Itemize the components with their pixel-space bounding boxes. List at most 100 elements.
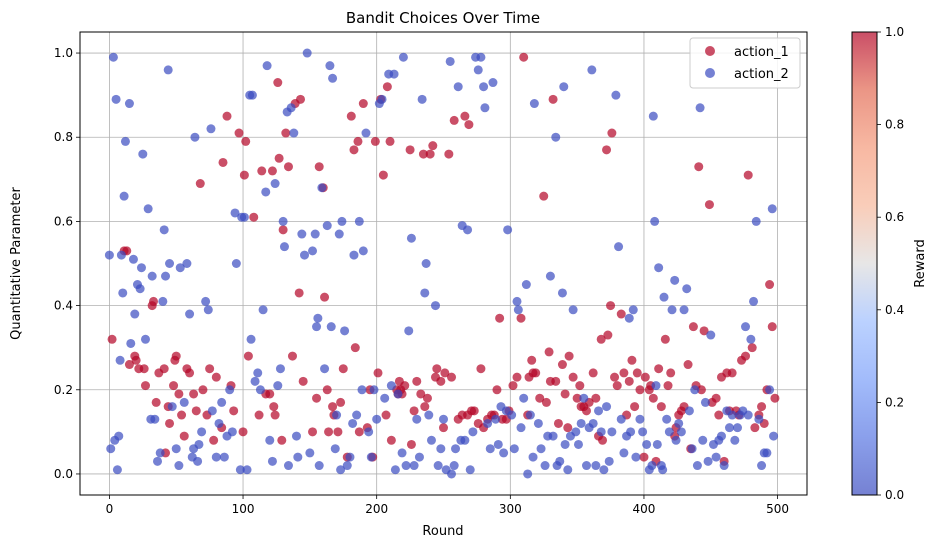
scatter-point-action-1 xyxy=(572,393,582,403)
scatter-point-action-2 xyxy=(412,414,422,424)
scatter-point-action-2 xyxy=(476,52,486,62)
scatter-point-action-2 xyxy=(631,452,641,462)
scatter-point-action-2 xyxy=(286,103,296,113)
scatter-point-action-2 xyxy=(573,439,583,449)
scatter-point-action-1 xyxy=(314,162,324,172)
scatter-point-action-1 xyxy=(588,368,598,378)
scatter-point-action-2 xyxy=(516,423,526,433)
scatter-point-action-2 xyxy=(265,435,275,445)
scatter-point-action-2 xyxy=(289,128,299,138)
scatter-point-action-2 xyxy=(349,250,359,260)
scatter-point-action-1 xyxy=(124,360,134,370)
scatter-point-action-2 xyxy=(426,435,436,445)
scatter-point-action-2 xyxy=(652,439,662,449)
scatter-point-action-1 xyxy=(516,313,526,323)
scatter-point-action-2 xyxy=(727,410,737,420)
scatter-point-action-1 xyxy=(627,355,637,365)
scatter-point-action-1 xyxy=(349,145,359,155)
scatter-point-action-2 xyxy=(111,94,121,104)
scatter-point-action-1 xyxy=(464,120,474,130)
scatter-point-action-2 xyxy=(424,410,434,420)
colorbar-label: Reward xyxy=(913,239,928,287)
scatter-point-action-2 xyxy=(305,448,315,458)
scatter-point-action-1 xyxy=(171,351,181,361)
scatter-point-action-1 xyxy=(648,393,658,403)
scatter-point-action-1 xyxy=(354,427,364,437)
scatter-point-action-1 xyxy=(308,427,318,437)
scatter-point-action-1 xyxy=(298,376,308,386)
scatter-point-action-1 xyxy=(218,157,228,167)
scatter-point-action-2 xyxy=(171,444,181,454)
scatter-point-action-2 xyxy=(279,242,289,252)
scatter-point-action-1 xyxy=(757,402,767,412)
scatter-point-action-1 xyxy=(234,128,244,138)
scatter-point-action-2 xyxy=(300,250,310,260)
scatter-point-action-2 xyxy=(278,216,288,226)
y-tick-label: 1.0 xyxy=(54,46,73,60)
scatter-point-action-2 xyxy=(449,461,459,471)
data-points xyxy=(104,48,780,479)
scatter-point-action-2 xyxy=(533,418,543,428)
scatter-point-action-2 xyxy=(559,82,569,92)
scatter-point-action-1 xyxy=(195,179,205,189)
scatter-point-action-1 xyxy=(770,393,780,403)
y-tick-label: 0.8 xyxy=(54,130,73,144)
scatter-point-action-1 xyxy=(412,376,422,386)
scatter-point-action-1 xyxy=(198,385,208,395)
scatter-point-action-1 xyxy=(409,406,419,416)
scatter-point-action-2 xyxy=(231,259,241,268)
scatter-point-action-1 xyxy=(278,225,288,235)
scatter-point-action-2 xyxy=(230,208,240,218)
scatter-point-action-2 xyxy=(337,216,347,226)
scatter-point-action-1 xyxy=(358,99,368,109)
scatter-point-action-1 xyxy=(560,389,570,399)
scatter-point-action-1 xyxy=(630,402,640,412)
scatter-point-action-2 xyxy=(698,435,708,445)
scatter-point-action-1 xyxy=(209,435,219,445)
scatter-point-action-2 xyxy=(587,65,597,75)
scatter-point-action-2 xyxy=(372,414,382,424)
scatter-point-action-1 xyxy=(139,364,149,374)
scatter-point-action-1 xyxy=(602,145,612,155)
scatter-point-action-2 xyxy=(325,61,335,71)
scatter-point-action-2 xyxy=(654,263,664,273)
scatter-point-action-2 xyxy=(648,111,658,121)
scatter-point-action-1 xyxy=(269,402,279,412)
scatter-point-action-2 xyxy=(659,292,669,302)
scatter-point-action-2 xyxy=(283,461,293,471)
scatter-point-action-2 xyxy=(225,385,235,395)
scatter-point-action-2 xyxy=(159,225,169,235)
scatter-point-action-2 xyxy=(730,435,740,445)
colorbar-tick-label: 0.6 xyxy=(885,210,904,224)
scatter-point-action-2 xyxy=(207,406,217,416)
scatter-point-action-1 xyxy=(140,381,150,391)
scatter-point-action-2 xyxy=(421,259,431,268)
scatter-point-action-2 xyxy=(112,465,122,475)
scatter-point-action-2 xyxy=(247,90,257,100)
scatter-point-action-1 xyxy=(535,393,545,403)
scatter-point-action-1 xyxy=(169,381,179,391)
scatter-point-action-1 xyxy=(107,334,117,344)
scatter-point-action-2 xyxy=(614,242,624,252)
y-tick-label: 0.4 xyxy=(54,299,73,313)
scatter-point-action-1 xyxy=(607,128,617,138)
scatter-point-action-2 xyxy=(354,216,364,226)
scatter-point-action-1 xyxy=(603,330,613,340)
scatter-point-action-2 xyxy=(239,212,249,222)
scatter-point-action-2 xyxy=(217,397,227,407)
scatter-point-action-2 xyxy=(512,296,522,306)
scatter-point-action-1 xyxy=(591,393,601,403)
scatter-point-action-2 xyxy=(174,461,184,471)
scatter-point-action-2 xyxy=(182,259,192,268)
scatter-point-action-2 xyxy=(369,385,379,395)
scatter-point-action-1 xyxy=(564,351,574,361)
scatter-point-action-2 xyxy=(417,94,427,104)
scatter-point-action-1 xyxy=(512,372,522,382)
scatter-point-action-2 xyxy=(642,439,652,449)
scatter-point-action-1 xyxy=(265,389,275,399)
scatter-point-action-2 xyxy=(591,461,601,471)
scatter-point-action-2 xyxy=(757,461,767,471)
scatter-point-action-2 xyxy=(175,263,185,273)
scatter-point-action-2 xyxy=(214,418,224,428)
scatter-point-action-1 xyxy=(541,397,551,407)
